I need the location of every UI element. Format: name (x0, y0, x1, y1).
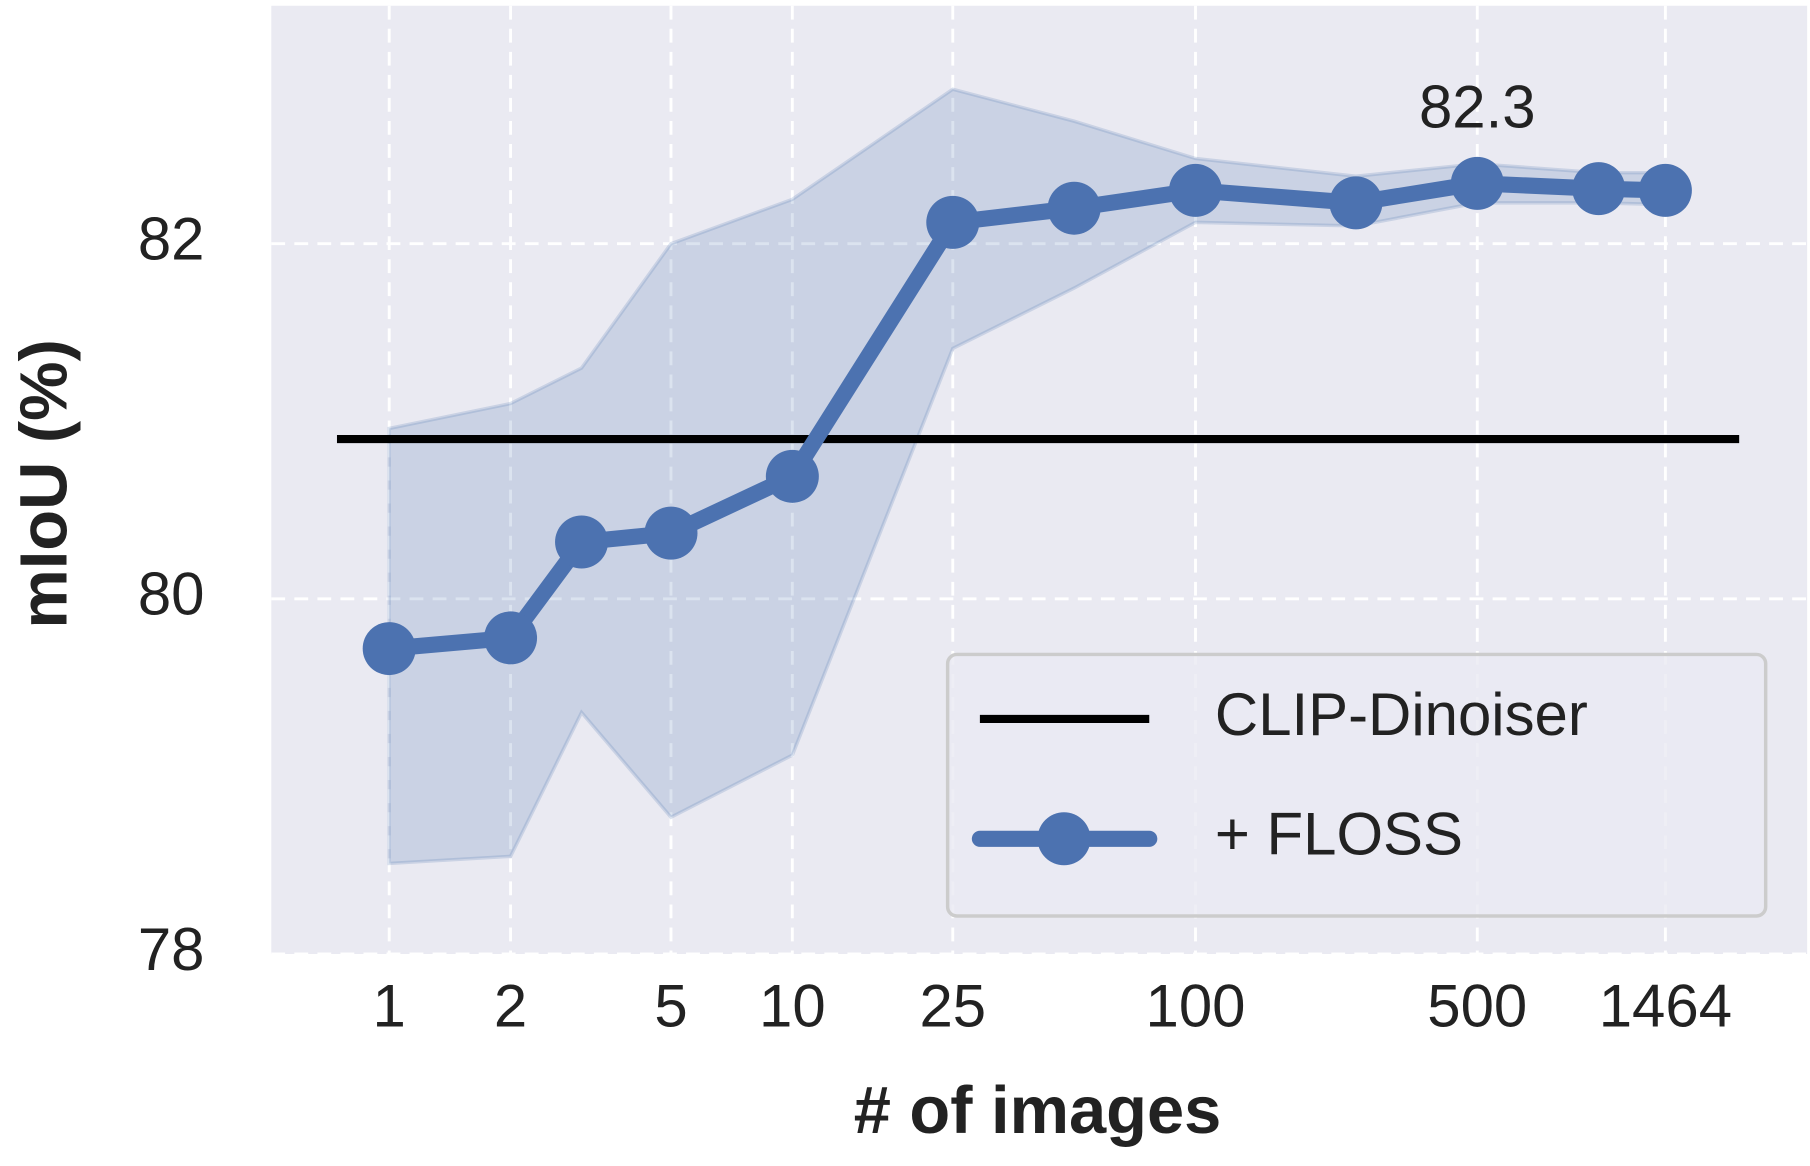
data-point (765, 449, 819, 503)
data-point (1572, 162, 1626, 216)
y-axis-label: mIoU (%) (8, 339, 82, 629)
y-tick-label: 82 (138, 206, 205, 273)
x-tick-label: 100 (1146, 972, 1246, 1039)
legend-label: + FLOSS (1215, 801, 1463, 868)
data-point (644, 506, 698, 560)
data-point (1450, 156, 1504, 210)
x-tick-label: 10 (759, 972, 826, 1039)
data-point (1638, 163, 1692, 217)
x-tick-label: 2 (494, 972, 527, 1039)
x-tick-label: 1464 (1599, 972, 1732, 1039)
data-point (362, 622, 416, 676)
x-tick-label: 5 (654, 972, 687, 1039)
x-tick-label: 1 (373, 972, 406, 1039)
legend-marker (1037, 812, 1091, 866)
data-point (1168, 163, 1222, 217)
y-tick-label: 80 (138, 561, 205, 628)
data-label: 82.3 (1419, 74, 1536, 141)
data-point (926, 195, 980, 249)
x-axis-label: # of images (854, 1074, 1222, 1148)
legend-label: CLIP-Dinoiser (1215, 681, 1588, 748)
legend-box (945, 652, 1768, 918)
x-tick-label: 500 (1427, 972, 1527, 1039)
data-point (1047, 181, 1101, 235)
data-point (1329, 176, 1383, 230)
data-point (555, 515, 609, 569)
data-point (484, 611, 538, 665)
y-tick-label: 78 (138, 916, 205, 983)
x-tick-label: 25 (919, 972, 986, 1039)
